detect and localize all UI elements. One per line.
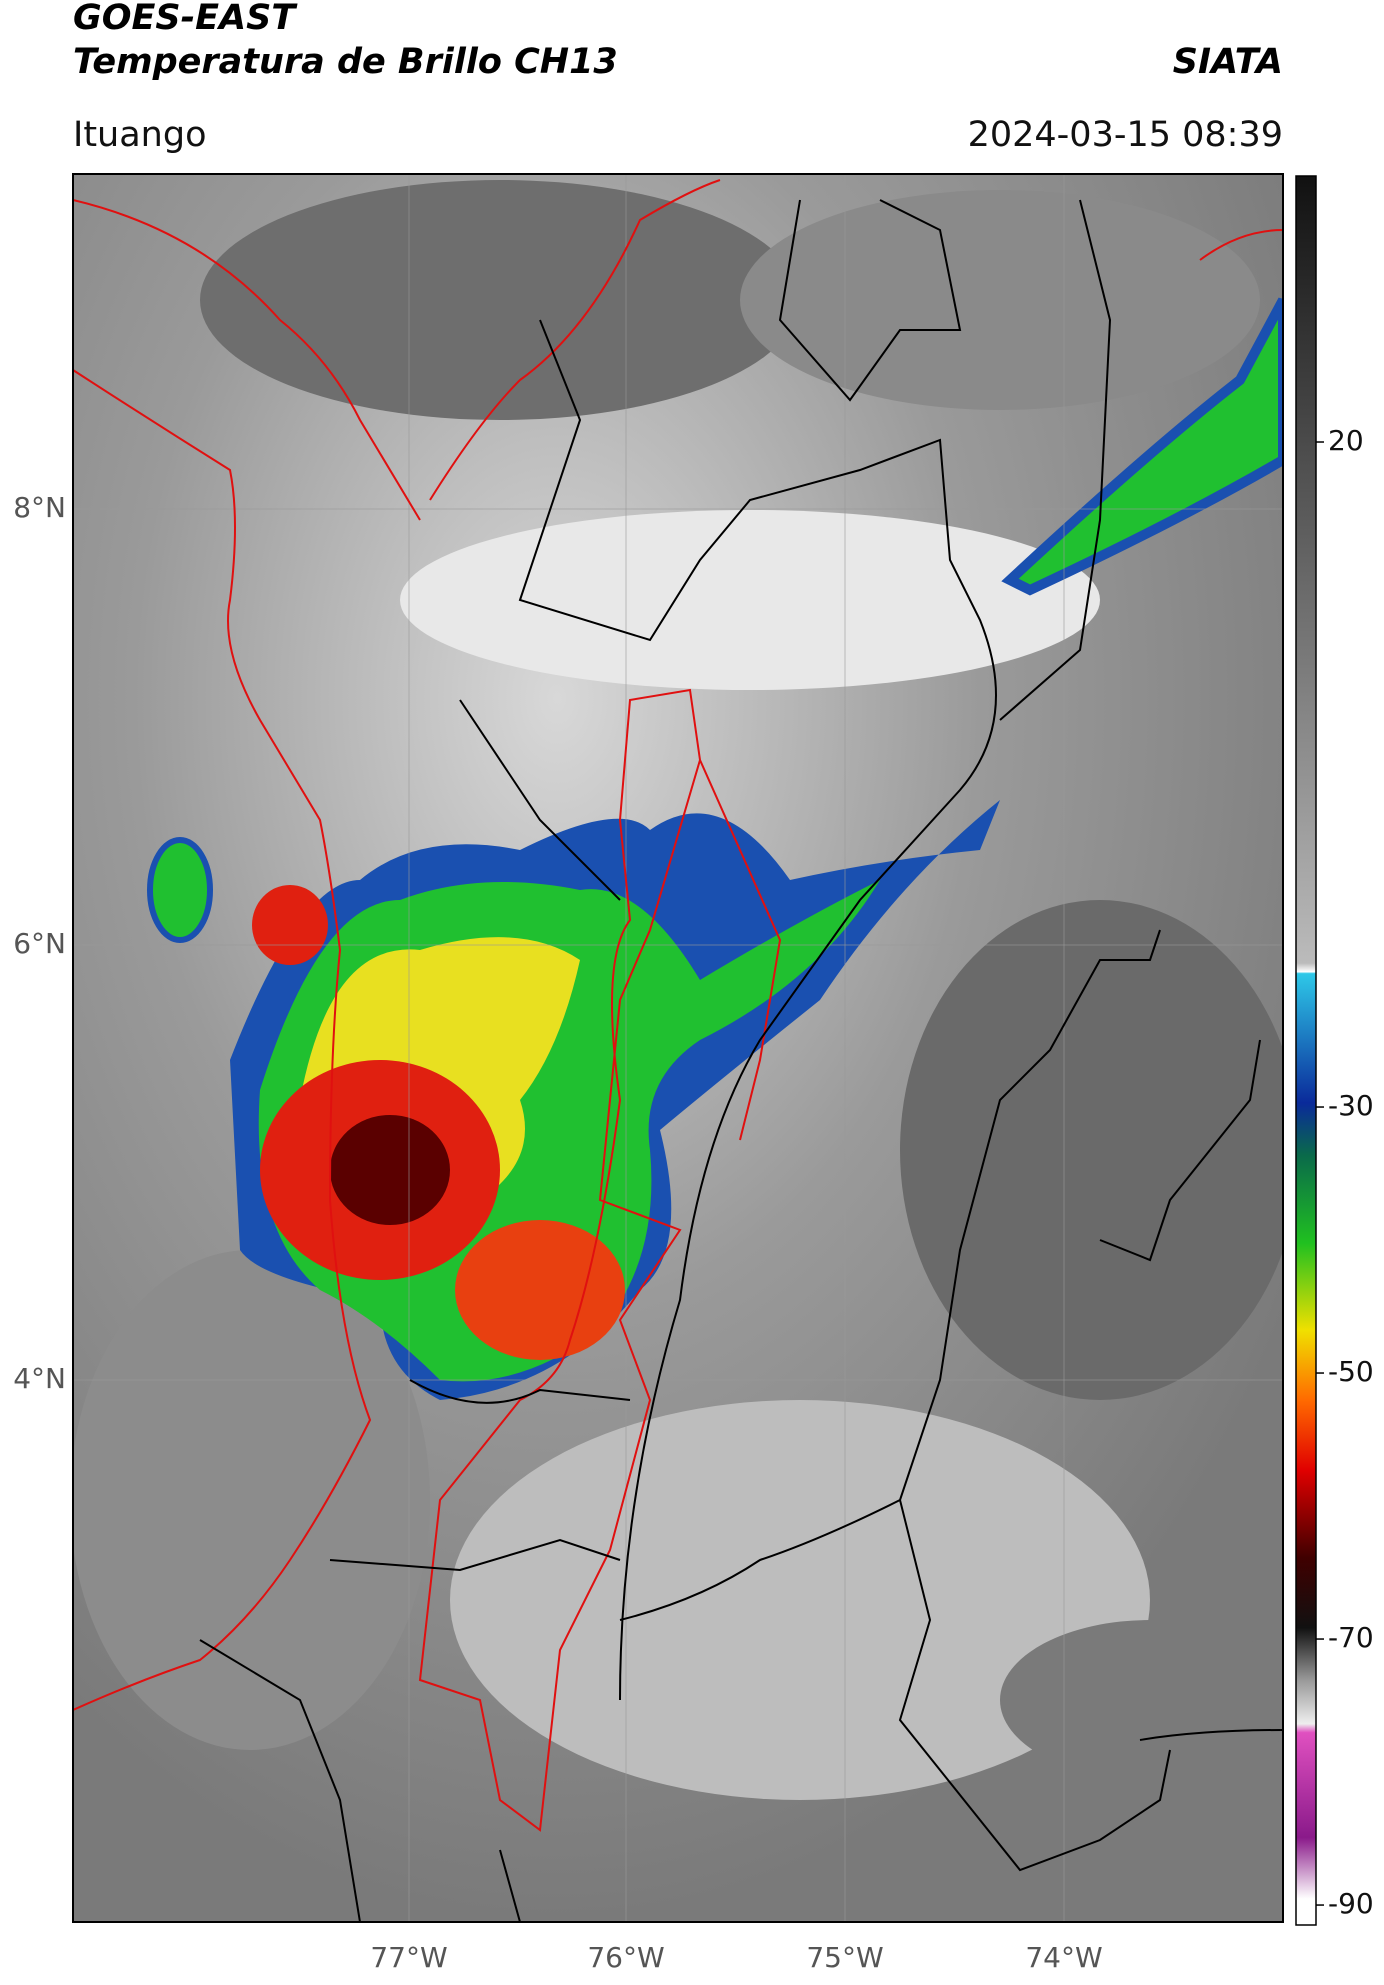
title-line1: GOES-EAST <box>73 0 298 38</box>
lat-label: 8°N <box>13 491 66 524</box>
lon-label: 75°W <box>806 1941 883 1974</box>
colorbar-tick-label: -30 <box>1328 1089 1374 1122</box>
brand: SIATA <box>1173 42 1283 82</box>
title-line2: Temperatura de Brillo CH13 <box>73 42 618 82</box>
colorbar-tick-label: 20 <box>1328 424 1364 457</box>
storm-band <box>1001 297 1283 596</box>
timestamp: 2024-03-15 08:39 <box>968 115 1283 155</box>
colorbar <box>1295 175 1317 1926</box>
antioquia-boundary <box>418 688 782 1832</box>
colorbar-tick-label: -90 <box>1328 1887 1374 1920</box>
cloud-patch <box>200 180 800 420</box>
map-frame <box>72 173 1284 1923</box>
location: Ituango <box>73 115 207 155</box>
storm-core <box>330 1115 450 1225</box>
storm-red <box>252 885 328 965</box>
lon-label: 74°W <box>1025 1941 1102 1974</box>
colorbar-tick-label: -70 <box>1328 1621 1374 1654</box>
cloud-patch <box>900 900 1283 1400</box>
colorbar-tick-label: -50 <box>1328 1355 1374 1388</box>
coastline <box>73 179 1283 1711</box>
storm-red <box>455 1220 625 1360</box>
lat-label: 4°N <box>13 1362 66 1395</box>
storm-cell <box>147 837 213 943</box>
lon-label: 77°W <box>370 1941 447 1974</box>
department-boundaries <box>199 199 1283 1922</box>
cloud-patch <box>1000 1620 1283 1780</box>
cloud-patch <box>400 510 1100 690</box>
cloud-patch <box>450 1400 1150 1800</box>
map-image <box>73 174 1283 1922</box>
lat-label: 6°N <box>13 927 66 960</box>
cloud-patch <box>73 1250 430 1750</box>
lon-label: 76°W <box>587 1941 664 1974</box>
cloud-patch <box>740 190 1260 410</box>
